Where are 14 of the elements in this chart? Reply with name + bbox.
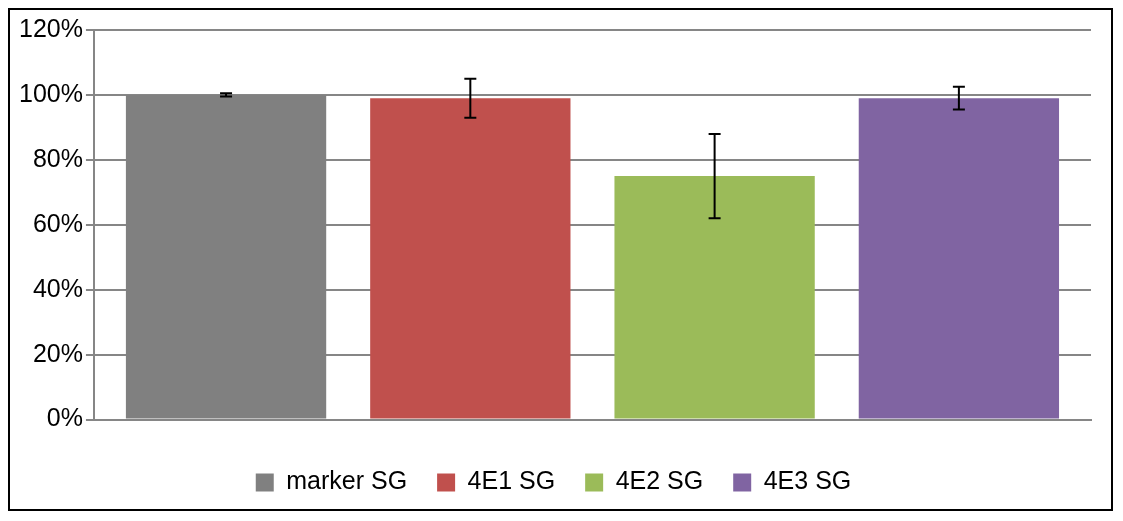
bar [370,98,571,419]
legend-label: 4E3 SG [763,466,852,495]
y-tick-label: 40% [32,273,83,302]
legend-label: 4E2 SG [615,466,704,495]
bar [858,98,1060,419]
bar [614,176,815,419]
legend-label: 4E1 SG [467,466,556,495]
legend-label: marker SG [286,466,408,495]
y-tick-label: 60% [32,208,83,237]
y-tick-label: 0% [46,403,83,432]
y-tick-label: 100% [18,78,83,107]
y-tick-label: 80% [32,143,83,172]
y-tick-label: 120% [18,13,83,42]
y-tick-label: 20% [32,338,83,367]
